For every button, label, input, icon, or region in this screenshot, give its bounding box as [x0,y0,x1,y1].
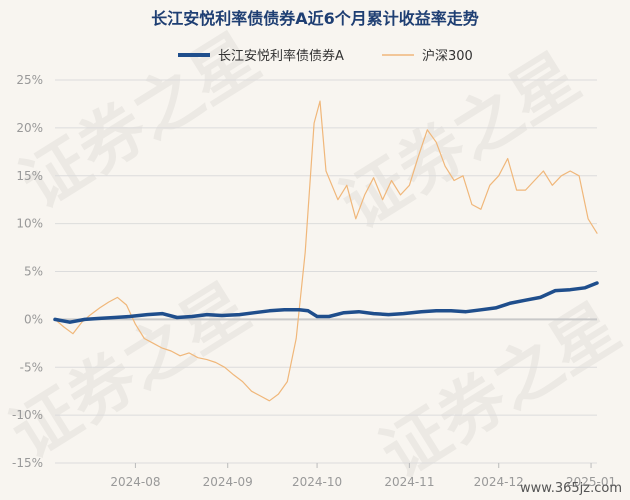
x-axis: 2024-08 2024-09 2024-10 2024-11 2024-12 2025-… [110,463,616,489]
y-tick-label: -15% [12,456,43,470]
legend: 长江安悦利率债债券A 沪深300 [178,48,473,64]
y-axis: -15% -10% -5% 0% 5% 10% 15% 20% 25% [12,73,43,470]
x-tick-label: 2024-10 [292,475,342,489]
y-tick-label: 5% [24,265,43,279]
watermark-layer: 证券之星 证券之星 证券之星 证券之星 [0,18,630,493]
chart-title: 长江安悦利率债债券A近6个月累计收益率走势 [151,9,479,28]
y-tick-label: 10% [16,217,43,231]
legend-label-index: 沪深300 [422,48,473,64]
x-tick-label: 2024-08 [110,475,160,489]
y-tick-label: -10% [12,408,43,422]
x-tick-label: 2024-11 [384,475,434,489]
grid-lines [55,79,597,464]
series-line-index [54,100,598,402]
y-tick-label: 0% [24,312,43,326]
y-tick-label: 15% [16,169,43,183]
series-layer [53,100,599,402]
y-tick-label: 20% [16,121,43,135]
y-tick-label: -5% [20,360,43,374]
series-line-fund [53,281,599,324]
site-watermark: www.365jz.com [520,481,622,496]
x-tick-label: 2024-09 [203,475,253,489]
x-tick-label: 2025-01 [566,475,616,489]
y-tick-label: 25% [16,73,43,87]
legend-label-fund: 长江安悦利率债债券A [218,48,344,64]
watermark-text: 证券之星 [328,38,593,243]
x-tick-label: 2024-12 [474,475,524,489]
